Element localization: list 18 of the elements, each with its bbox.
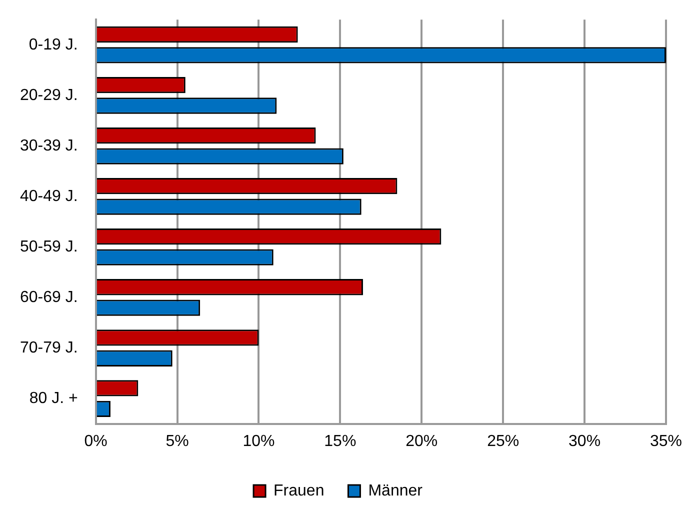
x-tick-label: 25%: [487, 432, 520, 450]
x-tick-label: 35%: [650, 432, 682, 450]
x-tick-label: 15%: [324, 432, 356, 450]
legend-label: Männer: [368, 482, 424, 500]
x-tick-label: 20%: [406, 432, 438, 450]
y-tick-label: 80 J. +: [29, 390, 78, 407]
y-tick-label: 40-49 J.: [20, 188, 78, 205]
y-tick-label: 60-69 J.: [20, 288, 78, 306]
y-tick-label: 0-19 J.: [28, 36, 78, 54]
y-tick-label: 20-29 J.: [20, 86, 78, 104]
x-tick-label: 30%: [568, 432, 601, 450]
y-tick-label: 50-59 J.: [20, 238, 78, 256]
legend-label: Frauen: [274, 482, 324, 500]
y-tick-label: 70-79 J.: [20, 339, 78, 356]
y-tick-label: 30-39 J.: [20, 137, 78, 154]
x-tick-label: 10%: [242, 432, 275, 450]
x-tick-label: 0%: [84, 432, 108, 450]
x-tick-label: 5%: [166, 432, 189, 450]
